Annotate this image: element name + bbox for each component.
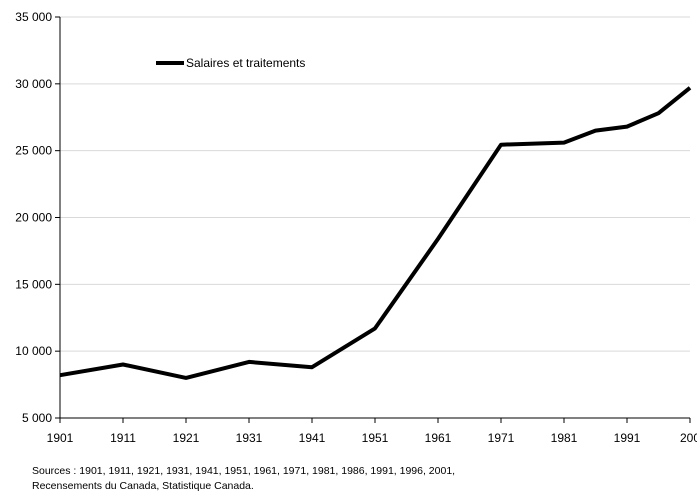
x-tick-label-1: 1911 <box>110 431 136 445</box>
y-tick-label-5: 30 000 <box>15 77 52 91</box>
x-tick-label-9: 1991 <box>614 431 641 445</box>
source-line-1: Sources : 1901, 1911, 1921, 1931, 1941, … <box>32 465 456 477</box>
y-tick-label-6: 35 000 <box>15 10 52 24</box>
x-tick-label-10: 200 <box>680 431 697 445</box>
x-ticks: 1901 1911 1921 1931 1941 1951 1961 1971 1981 1991… <box>47 418 697 445</box>
source-note: Sources : 1901, 1911, 1921, 1931, 1941, … <box>32 464 455 494</box>
y-ticks: 5 000 10 000 15 000 20 000 25 000 30 000 35 00… <box>15 10 60 425</box>
x-tick-label-2: 1921 <box>173 431 200 445</box>
x-tick-label-3: 1931 <box>236 431 263 445</box>
x-tick-label-6: 1961 <box>425 431 452 445</box>
y-tick-label-3: 20 000 <box>15 211 52 225</box>
y-tick-label-1: 10 000 <box>15 344 52 358</box>
legend-label-salaires: Salaires et traitements <box>186 56 305 70</box>
x-tick-label-4: 1941 <box>299 431 326 445</box>
x-tick-label-7: 1971 <box>488 431 515 445</box>
series <box>59 86 692 380</box>
x-tick-label-8: 1981 <box>551 431 578 445</box>
y-tick-label-2: 15 000 <box>15 277 52 291</box>
source-line-2: Recensements du Canada, Statistique Cana… <box>32 480 254 492</box>
y-tick-label-4: 25 000 <box>15 144 52 158</box>
legend: Salaires et traitements <box>156 56 305 70</box>
series-line-0 <box>59 86 692 380</box>
gridlines <box>60 16 690 352</box>
y-tick-label-0: 5 000 <box>22 411 52 425</box>
x-tick-label-0: 1901 <box>47 431 74 445</box>
x-tick-label-5: 1951 <box>362 431 389 445</box>
